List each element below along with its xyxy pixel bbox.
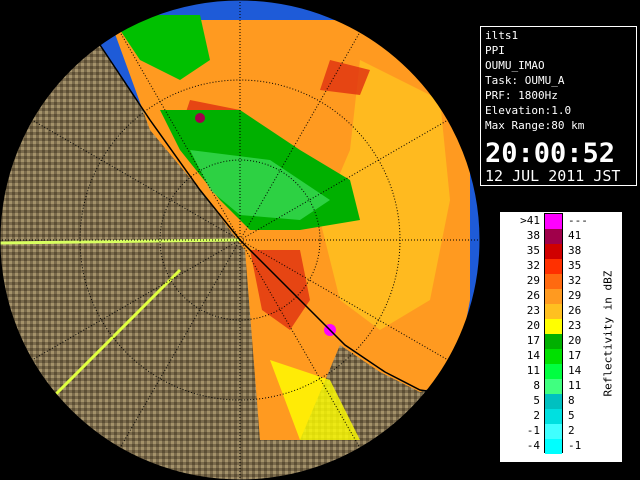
legend-swatch: [545, 379, 562, 394]
legend-lower-bound: 2: [533, 409, 540, 422]
legend-upper-bound: 8: [568, 394, 575, 407]
legend-upper-bound: 23: [568, 319, 582, 332]
legend-lower-bound: 23: [526, 304, 540, 317]
legend-upper-bound: 32: [568, 274, 582, 287]
legend-upper-bound: 41: [568, 229, 582, 242]
legend-upper-bound: ---: [568, 214, 588, 227]
scan-time: 20:00:52: [485, 138, 616, 169]
legend-unit-label: Reflectivity in dBZ: [601, 270, 615, 397]
legend-lower-bound: 32: [526, 259, 540, 272]
legend-lower-bound: 20: [526, 319, 540, 332]
info-elevation: Elevation:1.0: [485, 104, 572, 117]
legend-upper-bound: 35: [568, 259, 582, 272]
info-prf: PRF: 1800Hz: [485, 89, 558, 102]
legend-upper-bound: 38: [568, 244, 582, 257]
legend-swatch: [545, 334, 562, 349]
legend-lower-bound: -1: [526, 424, 540, 437]
legend-swatch: [545, 349, 562, 364]
legend-lower-bound: >41: [520, 214, 540, 227]
info-task: Task: OUMU_A: [485, 74, 565, 87]
info-station: ilts1: [485, 29, 519, 42]
legend-upper-bound: -1: [568, 439, 582, 452]
legend-swatch: [545, 319, 562, 334]
legend-lower-bound: 38: [526, 229, 540, 242]
legend-lower-bound: 11: [526, 364, 540, 377]
legend-lower-bound: 8: [533, 379, 540, 392]
info-max-range: Max Range:80 km: [485, 119, 585, 132]
legend-swatch: [545, 244, 562, 259]
legend-upper-bound: 17: [568, 349, 582, 362]
info-scan-mode: PPI: [485, 44, 505, 57]
legend-lower-bound: 26: [526, 289, 540, 302]
legend-upper-bound: 11: [568, 379, 582, 392]
legend-swatch: [545, 289, 562, 304]
legend-lower-bound: 14: [526, 349, 540, 362]
azimuth-lines: [0, 0, 480, 480]
legend-swatch: [545, 274, 562, 289]
coastline: [69, 0, 456, 396]
echo-core-purple: [195, 113, 205, 123]
legend-swatch: [545, 214, 562, 229]
echo-yellow-south: [270, 360, 360, 440]
echo-lightgreen: [190, 150, 330, 220]
legend-swatch: [545, 409, 562, 424]
legend-swatch: [545, 424, 562, 439]
legend-lower-bound: 17: [526, 334, 540, 347]
scan-info-panel: ilts1 PPI OUMU_IMAO Task: OUMU_A PRF: 18…: [480, 26, 637, 186]
legend-upper-bound: 2: [568, 424, 575, 437]
legend-color-scale: [544, 213, 563, 454]
legend-swatch: [545, 259, 562, 274]
legend-lower-bound: 29: [526, 274, 540, 287]
legend-lower-bound: 5: [533, 394, 540, 407]
legend-swatch: [545, 229, 562, 244]
info-site: OUMU_IMAO: [485, 59, 545, 72]
legend-swatch: [545, 364, 562, 379]
scan-date: 12 JUL 2011 JST: [485, 167, 621, 185]
radial-echo-streak-sw: [53, 268, 182, 397]
legend-upper-bound: 14: [568, 364, 582, 377]
echo-green-north: [110, 15, 210, 80]
legend-upper-bound: 26: [568, 304, 582, 317]
legend-upper-bound: 29: [568, 289, 582, 302]
legend-upper-bound: 20: [568, 334, 582, 347]
legend-upper-bound: 5: [568, 409, 575, 422]
legend-lower-bound: -4: [526, 439, 540, 452]
legend-swatch: [545, 304, 562, 319]
echo-yellow-bands: [320, 60, 450, 330]
legend-swatch: [545, 394, 562, 409]
precip-echoes: [110, 15, 470, 440]
legend-swatch: [545, 439, 562, 454]
legend-lower-bound: 35: [526, 244, 540, 257]
